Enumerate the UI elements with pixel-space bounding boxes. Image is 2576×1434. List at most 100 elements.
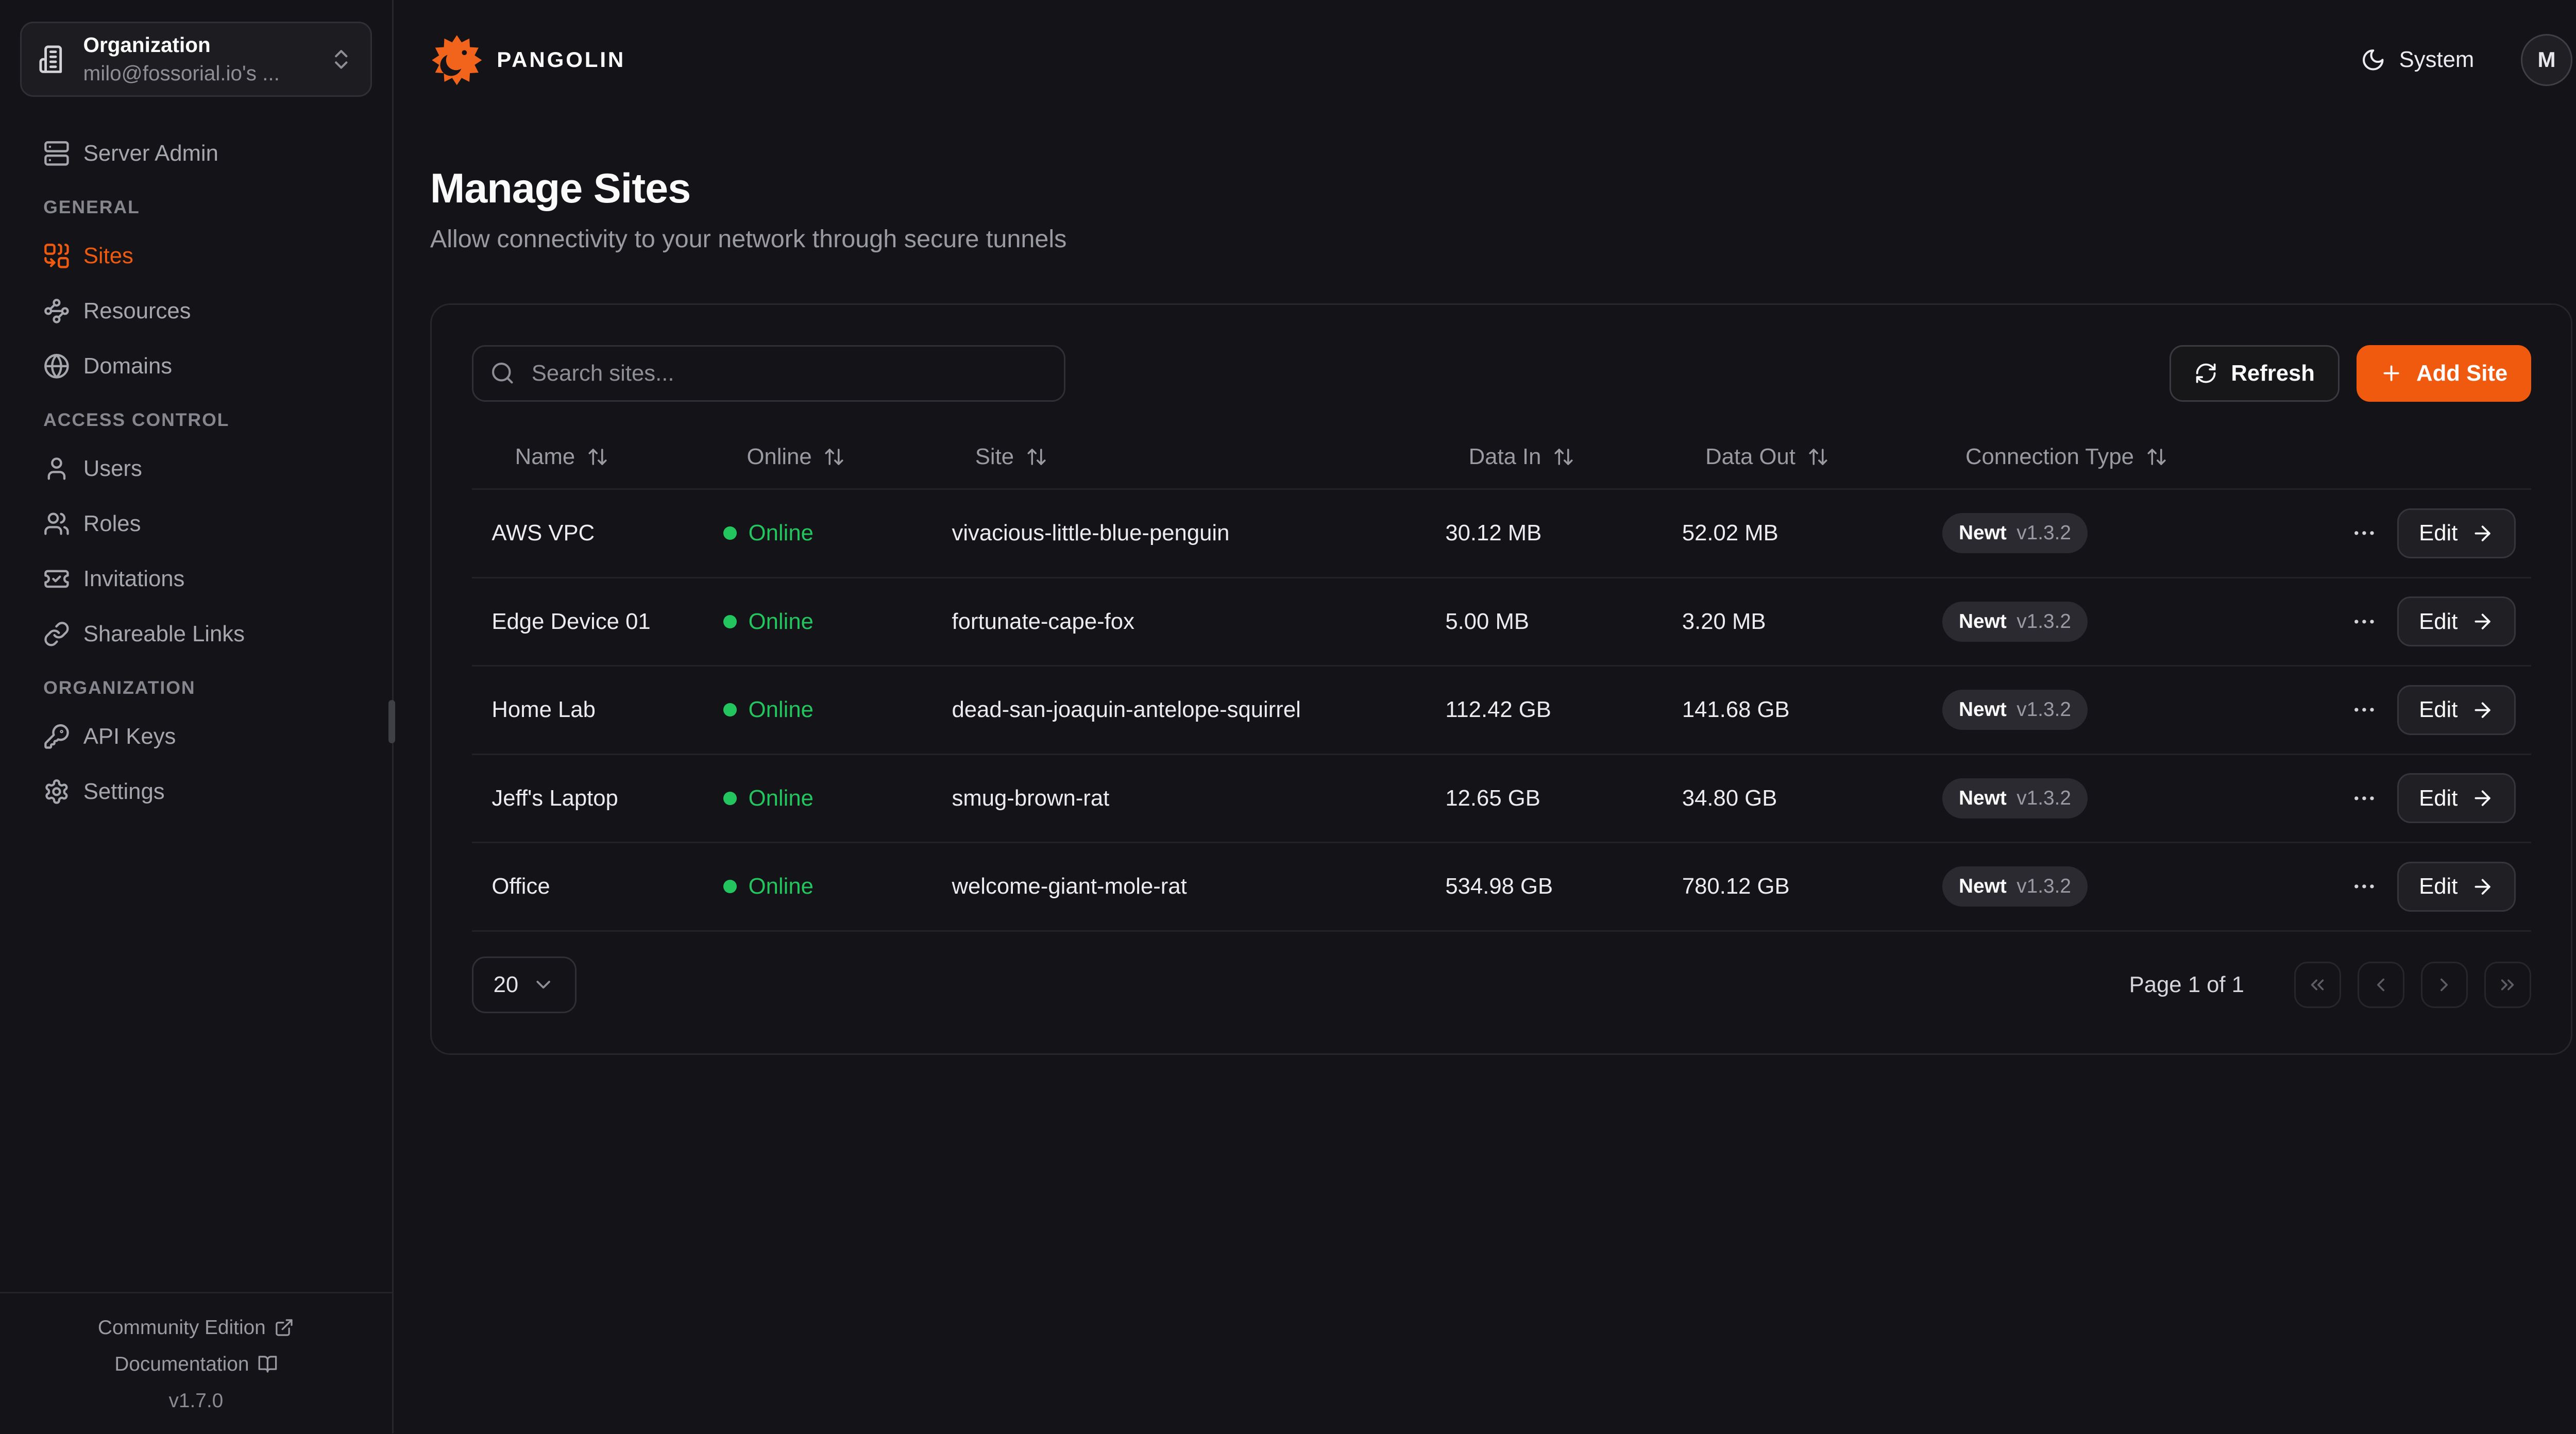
sidebar-nav: Server Admin GENERAL Sites Resources [20, 130, 372, 815]
sidebar-section-general: GENERAL [43, 196, 140, 217]
data-out-cell: 3.20 MB [1682, 608, 1766, 634]
sidebar: Organization milo@fossorial.io's ... Ser… [0, 0, 396, 1433]
status-badge: Online [748, 874, 814, 899]
status-cell: Online [703, 786, 931, 811]
sidebar-item-users[interactable]: Users [20, 446, 372, 492]
online-dot-icon [723, 703, 737, 717]
page-size-value: 20 [493, 972, 519, 998]
sort-data-in-button[interactable]: Data In [1426, 444, 1575, 470]
sidebar-item-sites[interactable]: Sites [20, 233, 372, 280]
row-menu-button[interactable] [2341, 598, 2387, 645]
waypoints-icon [44, 299, 69, 323]
documentation-link[interactable]: Documentation [114, 1350, 277, 1378]
sort-icon [825, 449, 843, 466]
connection-type-badge: Newt v1.3.2 [1942, 601, 2088, 642]
refresh-button[interactable]: Refresh [2169, 345, 2340, 402]
connection-type-badge: Newt v1.3.2 [1942, 513, 2088, 554]
online-dot-icon [723, 526, 737, 540]
ticket-check-icon [44, 570, 69, 588]
chevrons-right-icon [2501, 979, 2514, 991]
sidebar-item-label: Settings [83, 778, 165, 804]
sidebar-item-shareable-links[interactable]: Shareable Links [20, 610, 372, 657]
sort-icon [1809, 449, 1827, 466]
add-site-button[interactable]: Add Site [2356, 345, 2531, 402]
refresh-label: Refresh [2231, 360, 2315, 386]
online-dot-icon [723, 880, 737, 894]
org-selector[interactable]: Organization milo@fossorial.io's ... [20, 22, 372, 97]
search-icon [492, 363, 513, 384]
next-page-button[interactable] [2420, 961, 2468, 1009]
arrow-right-icon [2475, 879, 2491, 895]
user-icon [47, 457, 66, 480]
brand-logo[interactable]: PANGOLIN [430, 33, 625, 87]
link-icon [44, 622, 69, 646]
edit-button[interactable]: Edit [2397, 861, 2516, 912]
sort-data-out-button[interactable]: Data Out [1662, 444, 1829, 470]
table-row: Home Lab Online dead-san-joaquin-antelop… [471, 665, 2531, 754]
sidebar-item-label: Roles [83, 511, 141, 537]
row-menu-button[interactable] [2341, 510, 2387, 557]
site-slug-cell: fortunate-cape-fox [952, 608, 1134, 634]
book-open-icon [258, 1356, 277, 1373]
theme-toggle-button[interactable]: System [2351, 45, 2484, 74]
combine-icon [44, 244, 69, 268]
topbar: PANGOLIN System M [430, 0, 2573, 120]
arrow-right-icon [2475, 613, 2491, 629]
sidebar-item-resources[interactable]: Resources [20, 288, 372, 335]
edit-button[interactable]: Edit [2397, 685, 2516, 735]
ellipsis-icon [2354, 531, 2374, 535]
page-size-select[interactable]: 20 [471, 957, 577, 1014]
site-name-cell: Home Lab [492, 697, 596, 723]
row-menu-button[interactable] [2341, 775, 2387, 822]
row-menu-button[interactable] [2341, 687, 2387, 733]
page-title: Manage Sites [430, 165, 691, 212]
edit-button[interactable]: Edit [2397, 596, 2516, 647]
data-out-cell: 52.02 MB [1682, 520, 1778, 546]
status-badge: Online [748, 785, 814, 811]
sidebar-item-label: API Keys [83, 724, 176, 749]
version-label: v1.7.0 [168, 1390, 224, 1412]
sidebar-item-label: Domains [83, 353, 173, 379]
sidebar-section-access-control: ACCESS CONTROL [43, 409, 230, 430]
plus-icon [2383, 365, 2399, 381]
sidebar-resize-handle[interactable] [388, 700, 396, 744]
row-menu-button[interactable] [2341, 863, 2387, 910]
previous-page-button[interactable] [2358, 961, 2404, 1009]
sidebar-item-settings[interactable]: Settings [20, 769, 372, 815]
community-edition-link[interactable]: Community Edition [98, 1313, 294, 1342]
sort-site-button[interactable]: Site [932, 444, 1047, 470]
sort-online-button[interactable]: Online [703, 444, 845, 470]
sidebar-item-roles[interactable]: Roles [20, 501, 372, 548]
search-input[interactable] [528, 358, 1047, 388]
chevron-down-icon [536, 981, 550, 989]
theme-label: System [2399, 47, 2475, 73]
ellipsis-icon [2354, 708, 2374, 712]
site-slug-cell: vivacious-little-blue-penguin [952, 520, 1230, 546]
community-edition-label: Community Edition [97, 1316, 266, 1339]
status-cell: Online [703, 874, 931, 899]
sort-name-button[interactable]: Name [472, 444, 608, 470]
sidebar-item-server-admin[interactable]: Server Admin [20, 130, 372, 177]
page-subtitle: Allow connectivity to your network throu… [430, 225, 1067, 253]
data-out-cell: 34.80 GB [1682, 785, 1777, 811]
edit-button[interactable]: Edit [2397, 773, 2516, 824]
sort-connection-type-button[interactable]: Connection Type [1922, 444, 2167, 470]
data-in-cell: 5.00 MB [1445, 608, 1529, 634]
first-page-button[interactable] [2294, 961, 2341, 1009]
sidebar-item-label: Users [83, 456, 142, 482]
brand-name: PANGOLIN [497, 47, 626, 72]
avatar-button[interactable]: M [2520, 34, 2573, 86]
sidebar-item-label: Shareable Links [83, 621, 245, 646]
status-badge: Online [748, 697, 814, 723]
sidebar-item-api-keys[interactable]: API Keys [20, 713, 372, 760]
ellipsis-icon [2354, 884, 2374, 889]
status-cell: Online [703, 609, 931, 635]
sidebar-item-invitations[interactable]: Invitations [20, 556, 372, 603]
last-page-button[interactable] [2484, 961, 2531, 1009]
add-site-label: Add Site [2416, 360, 2508, 386]
data-in-cell: 534.98 GB [1445, 874, 1553, 899]
edit-button[interactable]: Edit [2397, 508, 2516, 558]
sidebar-item-domains[interactable]: Domains [20, 343, 372, 389]
sidebar-item-label: Server Admin [83, 140, 218, 166]
status-cell: Online [703, 520, 931, 546]
